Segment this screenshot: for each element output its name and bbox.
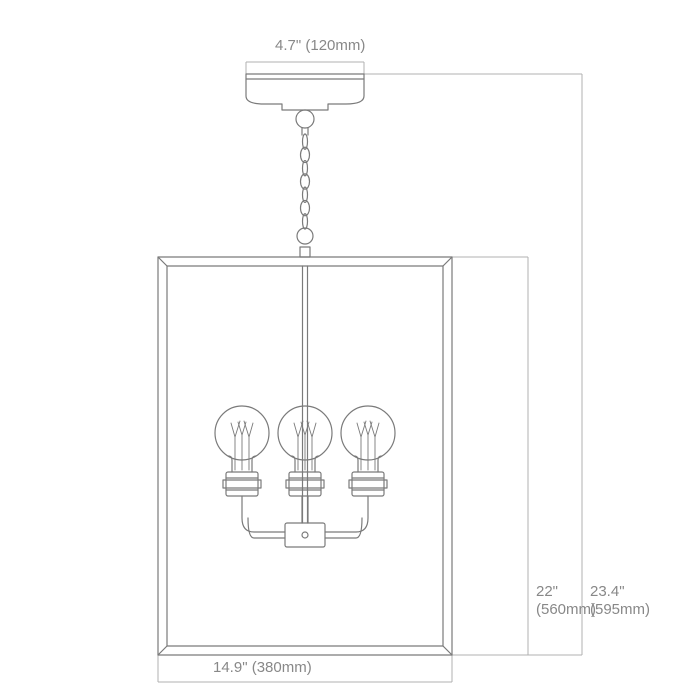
dim-canopy-width: 4.7" (120mm) <box>275 37 365 55</box>
dim-frame-width: 14.9" (380mm) <box>213 659 312 677</box>
dim-frame-height: 22"(560mm) <box>536 583 596 619</box>
dim-total-height: 23.4"(595mm) <box>590 583 650 619</box>
